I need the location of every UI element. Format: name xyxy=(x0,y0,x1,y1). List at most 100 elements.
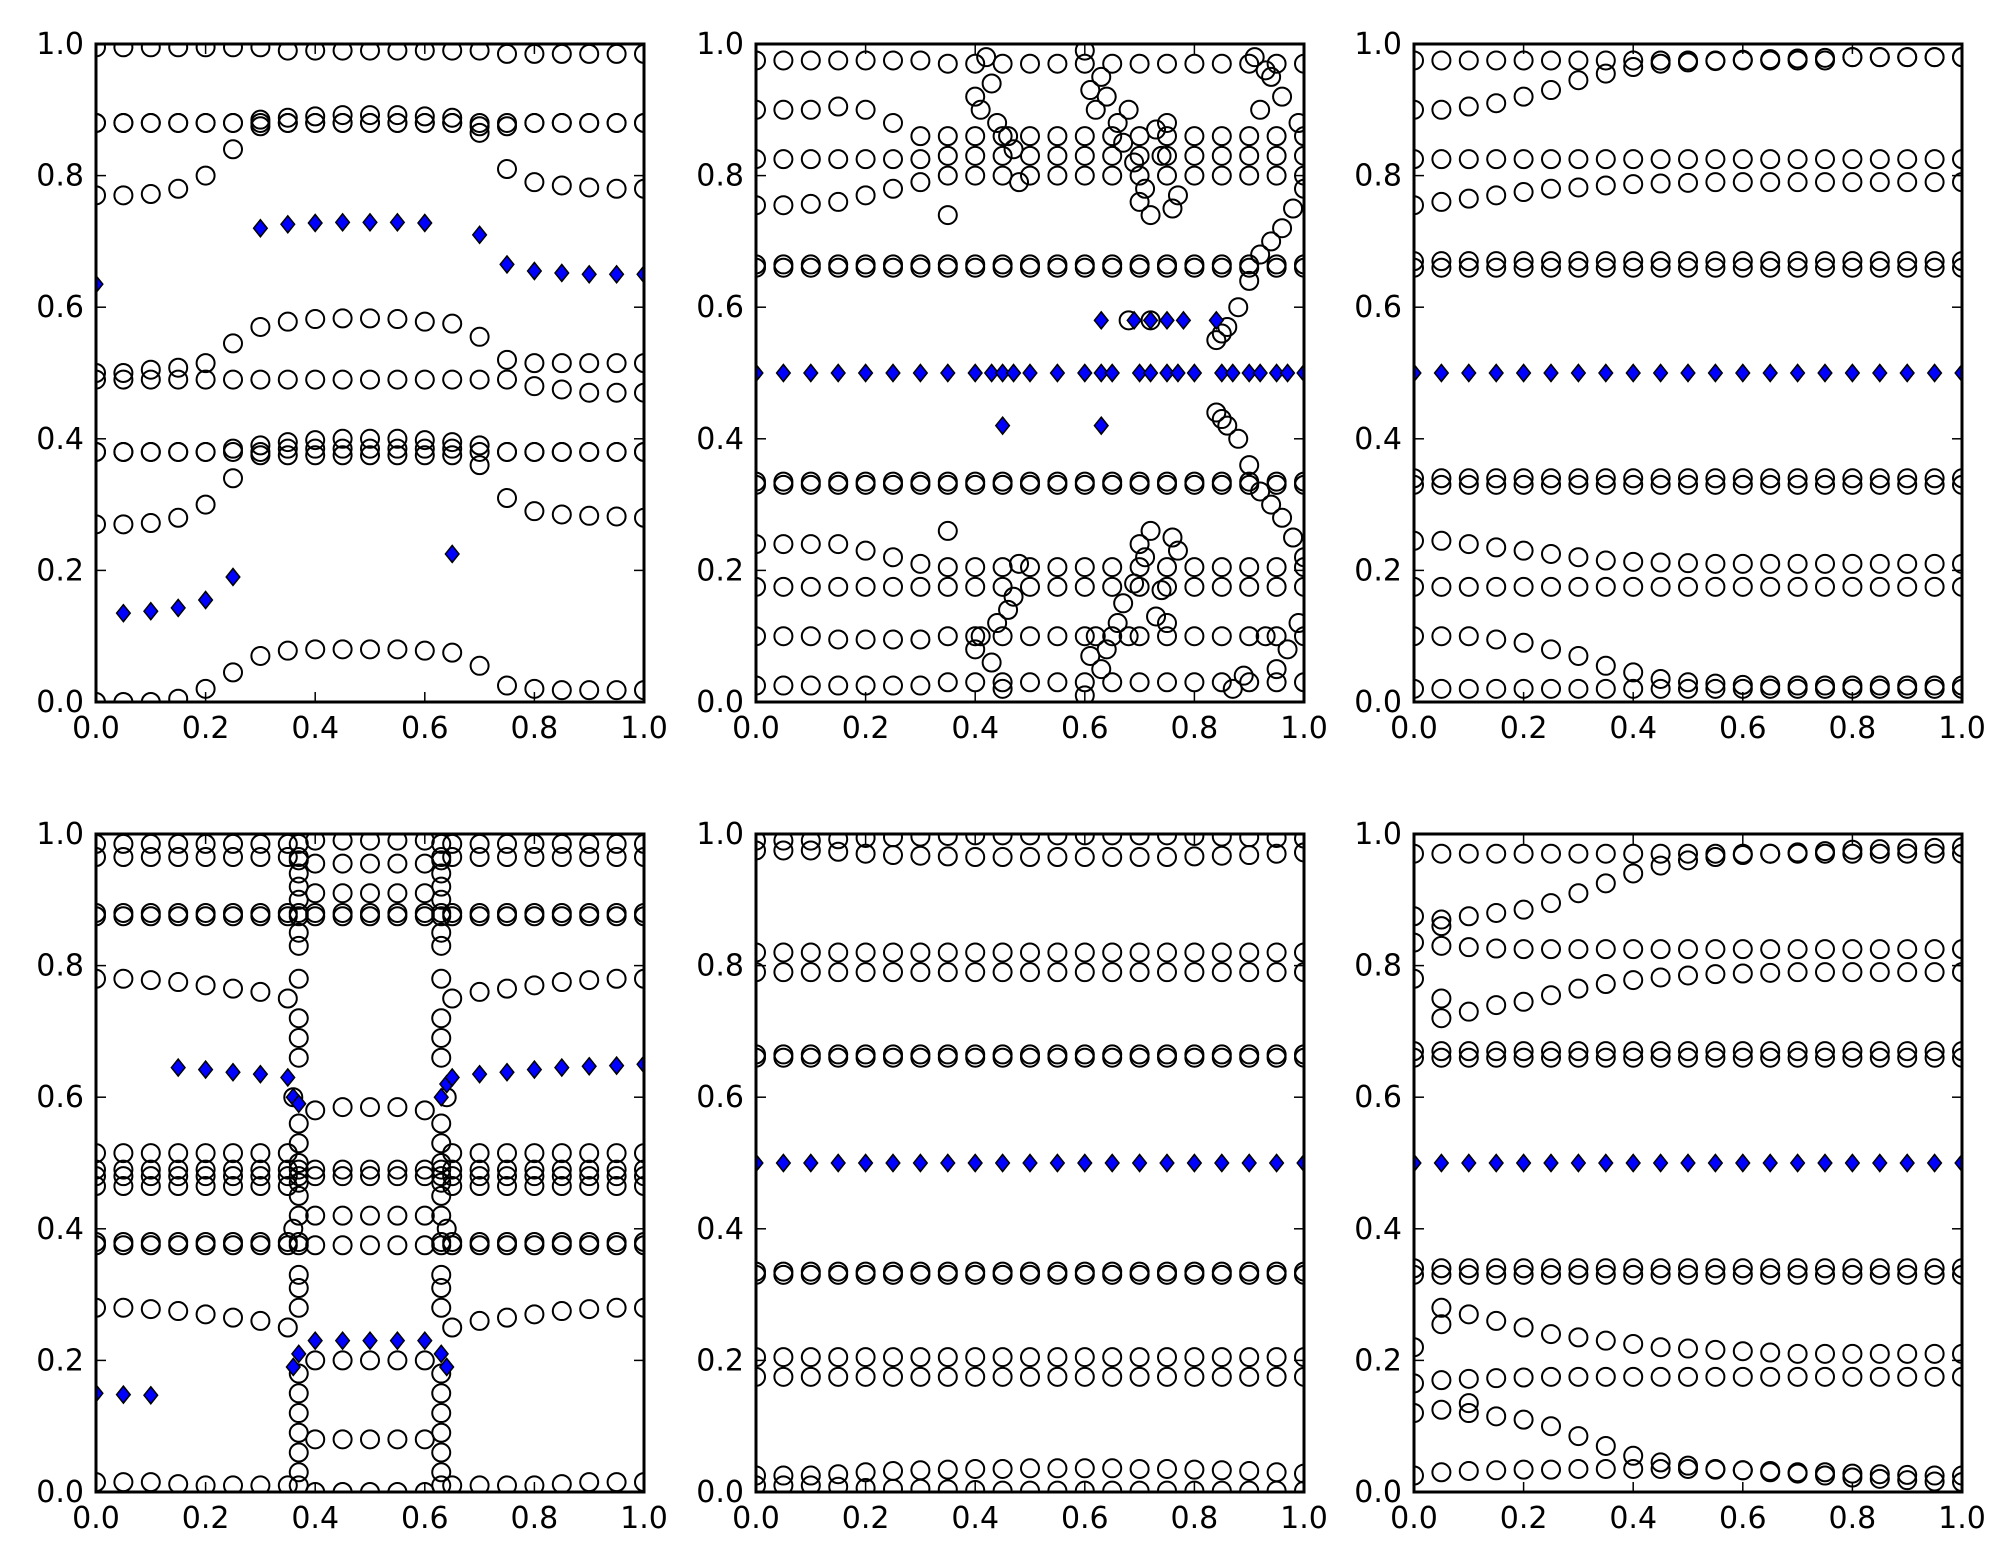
circle-marker xyxy=(431,1442,452,1463)
circle-marker xyxy=(1869,675,1890,696)
circle-marker xyxy=(1924,468,1945,489)
diamond-marker xyxy=(1461,1153,1477,1173)
circle-marker xyxy=(140,1166,161,1187)
circle-marker xyxy=(1705,251,1726,272)
circle-marker xyxy=(828,1464,849,1485)
x-tick-label: 0.0 xyxy=(1390,711,1438,746)
circle-marker xyxy=(937,846,958,867)
circle-marker xyxy=(1102,471,1123,492)
circle-marker xyxy=(1541,468,1561,489)
circle-marker xyxy=(1869,1343,1890,1364)
circle-marker xyxy=(579,1231,600,1252)
circle-marker xyxy=(965,557,986,578)
circle-marker xyxy=(277,445,298,466)
circle-marker xyxy=(606,112,627,133)
circle-marker xyxy=(1568,1047,1589,1068)
circle-marker xyxy=(1458,1304,1479,1325)
circle-marker xyxy=(1568,1258,1589,1279)
circle-marker xyxy=(828,942,849,963)
diamond-marker xyxy=(362,212,378,233)
circle-marker xyxy=(579,1472,600,1492)
circle-marker xyxy=(387,883,408,904)
circle-marker xyxy=(305,438,326,459)
circle-marker xyxy=(195,112,216,133)
circle-marker xyxy=(1486,257,1507,278)
circle-marker xyxy=(1568,1366,1589,1387)
circle-marker xyxy=(360,1350,380,1371)
circle-marker xyxy=(414,430,435,451)
circle-marker xyxy=(606,382,627,403)
diamond-marker xyxy=(170,1057,186,1078)
circle-marker xyxy=(1760,1366,1781,1387)
circle-marker xyxy=(1541,178,1561,199)
circle-marker xyxy=(883,1044,903,1065)
circle-marker xyxy=(1924,251,1945,272)
circle-marker xyxy=(773,626,794,647)
circle-marker xyxy=(1787,149,1808,170)
circle-marker xyxy=(113,369,134,390)
circle-marker xyxy=(1678,1338,1698,1359)
diamond-marker xyxy=(1735,1153,1751,1173)
circle-marker xyxy=(1486,251,1507,272)
circle-marker xyxy=(140,44,161,58)
circle-marker xyxy=(1623,939,1644,960)
circle-marker xyxy=(140,359,161,380)
circle-marker xyxy=(288,935,309,956)
circle-marker xyxy=(1146,119,1167,140)
circle-marker xyxy=(756,834,766,851)
circle-marker xyxy=(1842,251,1863,272)
circle-marker xyxy=(1650,468,1671,489)
circle-marker xyxy=(1815,468,1835,489)
circle-marker xyxy=(800,534,821,555)
circle-marker xyxy=(1595,1435,1616,1456)
circle-marker xyxy=(1541,939,1561,960)
circle-marker xyxy=(1705,678,1726,699)
circle-marker xyxy=(360,1429,380,1450)
circle-marker xyxy=(773,1044,794,1065)
circle-marker xyxy=(606,506,627,527)
circle-marker xyxy=(855,1478,876,1492)
circle-marker xyxy=(1272,218,1293,239)
circle-marker xyxy=(431,1027,452,1048)
circle-marker xyxy=(1431,50,1452,71)
circle-marker xyxy=(1623,863,1644,884)
circle-marker xyxy=(1431,1008,1452,1029)
circle-marker xyxy=(277,432,298,453)
circle-marker xyxy=(1952,675,1962,696)
circle-marker xyxy=(1595,468,1616,489)
circle-marker xyxy=(992,145,1013,166)
circle-marker xyxy=(223,438,243,459)
circle-marker xyxy=(1047,126,1068,147)
circle-marker xyxy=(387,309,408,330)
circle-marker xyxy=(387,44,408,61)
circle-marker xyxy=(360,902,380,923)
circle-marker xyxy=(1458,149,1479,170)
panel-4: 0.0 0.2 0.4 0.6 0.8 1.00.00.20.40.60.81.0 xyxy=(36,817,668,1536)
markers xyxy=(1414,47,1962,699)
circle-marker xyxy=(773,1347,794,1368)
circle-marker xyxy=(1486,50,1507,71)
circle-marker xyxy=(1678,1258,1698,1279)
circle-marker xyxy=(1129,1347,1150,1368)
circle-marker xyxy=(756,942,766,963)
circle-marker xyxy=(551,1301,572,1322)
circle-marker xyxy=(579,1176,600,1197)
circle-marker xyxy=(800,626,821,647)
circle-marker xyxy=(524,1159,545,1180)
circle-marker xyxy=(1678,553,1698,574)
diamond-marker xyxy=(1461,363,1477,383)
circle-marker xyxy=(1157,1347,1177,1368)
circle-marker xyxy=(1924,1465,1945,1486)
circle-marker xyxy=(634,968,644,989)
diamond-marker xyxy=(967,363,983,383)
diamond-marker xyxy=(471,225,488,245)
circle-marker xyxy=(1184,1459,1205,1480)
circle-marker xyxy=(431,1047,452,1068)
circle-marker xyxy=(1277,639,1298,660)
circle-marker xyxy=(1705,1339,1726,1360)
circle-marker xyxy=(1431,149,1452,170)
diamond-marker xyxy=(1093,415,1110,436)
circle-marker xyxy=(1897,1464,1918,1485)
circle-marker xyxy=(442,902,463,923)
circle-marker xyxy=(1167,185,1188,206)
